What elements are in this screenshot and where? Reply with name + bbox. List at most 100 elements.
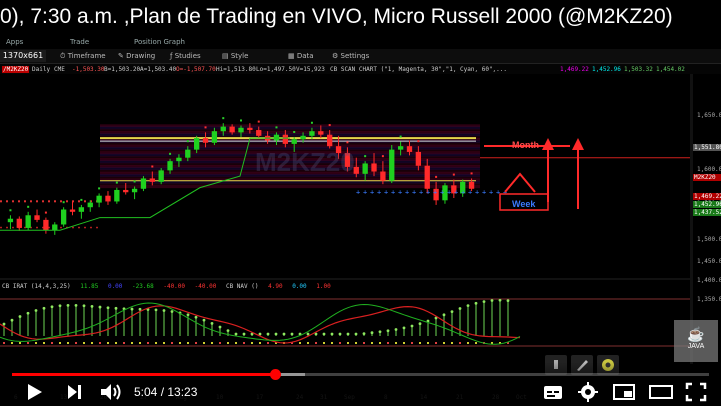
candle-body [7, 218, 14, 223]
volume-profile-band [100, 155, 480, 159]
candle-body [16, 218, 22, 228]
theater-mode-icon[interactable] [648, 381, 674, 403]
candle-body [300, 135, 306, 140]
candle-body [202, 138, 209, 143]
histogram-dot [242, 332, 246, 336]
study-label: CB SCAN CHART ("1, Magenta, 30","1, Cyan… [330, 66, 508, 73]
y-tick-label: 1,350.00 [697, 296, 721, 303]
next-icon[interactable] [64, 381, 84, 403]
histogram-dot [218, 325, 222, 329]
dotted-level-mark [48, 200, 50, 203]
baseline-dot [259, 342, 261, 344]
price-tag-symbol: M2KZ20 [693, 174, 721, 181]
candle-body [344, 153, 351, 167]
histogram-dot [2, 322, 6, 326]
tab-position-graph: Position Graph [134, 38, 185, 46]
baseline-dot [139, 342, 141, 344]
play-icon[interactable] [24, 381, 44, 403]
settings-gear-icon[interactable] [577, 381, 599, 403]
blue-marker: + [377, 189, 381, 197]
signal-dot [470, 172, 473, 175]
channel-logo: ☕ JAVA [674, 320, 718, 362]
progress-bar[interactable] [12, 369, 709, 380]
indicator-legend: CB IRAT (14,4,3,25) 11.85 0.00 -23.68 -4… [2, 283, 337, 290]
baseline-dot [387, 342, 389, 344]
candle-body [291, 139, 297, 144]
baseline-dot [443, 342, 445, 344]
histogram-dot [354, 332, 358, 336]
dotted-level-mark [78, 200, 80, 203]
candle-body [211, 131, 218, 143]
dotted-level-mark [18, 200, 20, 203]
dotted-level-mark [60, 226, 62, 229]
candle-body [69, 209, 76, 212]
progress-scrubber[interactable] [270, 369, 282, 380]
candle-body [460, 181, 466, 194]
volume-profile-band [100, 142, 480, 146]
candle-body [194, 138, 200, 150]
histogram-dot [362, 332, 366, 336]
volume-profile-band [100, 180, 480, 184]
signal-dot [186, 140, 189, 143]
baseline-dot [307, 342, 309, 344]
baseline-dot [203, 342, 205, 344]
subtitles-icon[interactable] [542, 381, 564, 403]
candle-body [468, 181, 475, 189]
bid-value: B=1,503.20 [104, 66, 141, 73]
histogram-dot [290, 332, 294, 336]
baseline-dot [155, 342, 157, 344]
miniplayer-icon[interactable] [612, 381, 636, 403]
candle-body [87, 202, 93, 208]
blue-marker: + [447, 189, 451, 197]
histogram-dot [202, 318, 206, 322]
baseline-dot [163, 342, 165, 344]
blue-marker: + [391, 189, 395, 197]
dotted-level-mark [66, 200, 68, 203]
low-value: Lo=1,497.50 [256, 66, 296, 73]
baseline-dot [227, 342, 229, 344]
histogram-dot [282, 332, 286, 336]
dotted-level-mark [6, 226, 8, 229]
baseline-dot [27, 342, 29, 344]
candle-body [273, 134, 280, 141]
dotted-level-mark [90, 200, 92, 203]
volume-profile-band [100, 178, 480, 182]
irat-value: -40.00 [194, 283, 217, 290]
baseline-dot [363, 342, 365, 344]
baseline-dot [99, 342, 101, 344]
blue-marker: + [503, 189, 507, 197]
baseline-dot [147, 342, 149, 344]
volume-icon[interactable] [98, 381, 124, 403]
fullscreen-icon[interactable] [684, 381, 708, 403]
volume-profile-band [100, 128, 480, 132]
irat-name: CB IRAT (14,4,3,25) [2, 283, 71, 290]
signal-dot [275, 126, 278, 129]
time-separator: / [160, 385, 168, 399]
price-tag: 1,437.52 [693, 209, 721, 216]
histogram-dot [226, 329, 230, 333]
baseline-dot [83, 342, 85, 344]
baseline-dot [475, 342, 477, 344]
histogram-dot [90, 304, 94, 308]
histogram-dot [266, 332, 270, 336]
signal-dot [452, 173, 455, 176]
blue-marker: + [370, 189, 374, 197]
histogram-dot [330, 332, 334, 336]
histogram-dot [154, 308, 158, 312]
signal-dot [151, 165, 154, 168]
baseline-dot [275, 342, 277, 344]
histogram-dot [114, 306, 118, 310]
dotted-level-mark [12, 226, 14, 229]
histogram-dot [442, 313, 446, 317]
dotted-level-mark [72, 226, 74, 229]
candle-body [282, 134, 288, 144]
candle-body [60, 209, 67, 225]
baseline-dot [35, 342, 37, 344]
baseline-dot [131, 342, 133, 344]
nav-value: 0.00 [292, 283, 307, 290]
signal-dot [80, 198, 83, 201]
histogram-dot [410, 324, 414, 328]
price-chart[interactable]: + + + + + + + + + + + + + + + + + + + + + + [0, 74, 693, 364]
signal-dot [293, 130, 296, 133]
